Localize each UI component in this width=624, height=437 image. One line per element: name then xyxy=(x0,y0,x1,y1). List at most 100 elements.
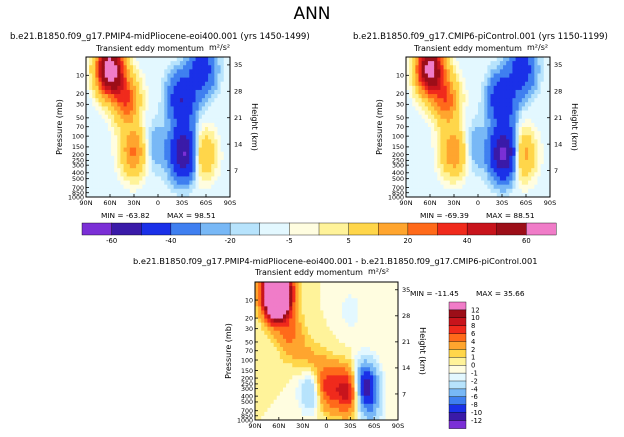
contour-cell xyxy=(104,114,109,120)
contour-cell xyxy=(478,147,482,153)
contour-cell xyxy=(366,306,371,311)
contour-cell xyxy=(195,118,200,124)
contour-cell xyxy=(493,184,498,190)
contour-cell xyxy=(446,159,451,165)
contour-cell xyxy=(357,387,362,392)
contour-cell xyxy=(484,184,488,190)
contour-cell xyxy=(204,151,209,157)
contour-cell xyxy=(126,127,131,132)
contour-cell xyxy=(345,355,349,360)
contour-cell xyxy=(524,77,529,83)
contour-cell xyxy=(170,77,175,83)
contour-cell xyxy=(465,98,470,103)
contour-cell xyxy=(314,355,318,360)
contour-cell xyxy=(154,98,159,103)
contour-cell xyxy=(440,57,444,62)
contour-cell xyxy=(89,139,93,144)
contour-cell xyxy=(107,73,112,78)
contour-cell xyxy=(286,355,290,360)
contour-cell xyxy=(279,290,284,295)
contour-cell xyxy=(89,98,93,103)
contour-cell xyxy=(524,81,529,87)
contour-cell xyxy=(142,106,146,111)
contour-cell xyxy=(478,65,482,70)
contour-cell xyxy=(164,57,168,62)
contour-cell xyxy=(126,151,131,157)
contour-cell xyxy=(173,61,178,66)
contour-cell xyxy=(357,306,362,311)
contour-cell xyxy=(499,61,504,66)
contour-cell xyxy=(434,110,438,116)
contour-cell xyxy=(531,73,535,78)
contour-cell xyxy=(170,188,175,194)
contour-cell xyxy=(139,73,143,78)
contour-cell xyxy=(540,85,545,91)
contour-cell xyxy=(298,387,303,392)
contour-cell xyxy=(176,143,181,148)
contour-cell xyxy=(409,98,413,103)
contour-cell xyxy=(148,65,153,70)
contour-cell xyxy=(217,135,222,140)
contour-cell xyxy=(126,176,131,181)
contour-cell xyxy=(459,94,463,99)
contour-cell xyxy=(415,147,419,153)
contour-cell xyxy=(412,77,416,83)
contour-cell xyxy=(323,407,327,413)
contour-cell xyxy=(255,371,259,376)
contour-cell xyxy=(201,57,206,62)
contour-cell xyxy=(418,77,423,83)
contour-cell xyxy=(111,118,115,124)
contour-cell xyxy=(310,286,315,291)
contour-cell xyxy=(176,77,181,83)
contour-cell xyxy=(295,294,299,299)
contour-cell xyxy=(301,403,306,409)
contour-cell xyxy=(431,114,435,120)
contour-cell xyxy=(154,188,159,194)
contour-cell xyxy=(204,114,209,120)
contour-cell xyxy=(329,359,334,364)
contour-cell xyxy=(366,294,371,299)
contour-cell xyxy=(335,355,340,360)
contour-cell xyxy=(521,139,526,144)
contour-cell xyxy=(148,118,153,124)
contour-cell xyxy=(446,139,451,144)
contour-cell xyxy=(540,106,545,111)
contour-cell xyxy=(92,65,96,70)
contour-cell xyxy=(173,89,178,95)
contour-cell xyxy=(292,355,296,360)
contour-cell xyxy=(537,57,542,62)
contour-cell xyxy=(123,192,128,198)
contour-cell xyxy=(406,69,410,74)
contour-cell xyxy=(286,395,290,401)
contour-cell xyxy=(89,77,93,83)
contour-cell xyxy=(366,415,371,421)
contour-cell xyxy=(468,61,473,66)
contour-cell xyxy=(279,302,284,307)
contour-cell xyxy=(540,176,545,181)
contour-cell xyxy=(427,127,432,132)
contour-cell xyxy=(154,176,159,181)
contour-cell xyxy=(512,122,516,128)
contour-cell xyxy=(292,326,296,332)
contour-cell xyxy=(214,180,218,186)
contour-cell xyxy=(286,314,290,319)
contour-cell xyxy=(338,355,343,360)
contour-cell xyxy=(161,106,165,111)
contour-cell xyxy=(468,57,473,62)
contour-cell xyxy=(468,135,473,140)
contour-cell xyxy=(499,168,504,173)
contour-cell xyxy=(434,98,438,103)
contour-cell xyxy=(255,383,259,388)
contour-cell xyxy=(183,164,187,169)
contour-cell xyxy=(217,176,222,181)
contour-cell xyxy=(314,282,318,287)
contour-cell xyxy=(524,127,529,132)
contour-cell xyxy=(223,69,228,74)
contour-cell xyxy=(379,395,383,401)
contour-cell xyxy=(292,383,296,388)
contour-cell xyxy=(139,188,143,194)
contour-cell xyxy=(424,159,429,165)
contour-cell xyxy=(273,338,278,344)
contour-cell xyxy=(204,131,209,136)
contour-cell xyxy=(255,314,259,319)
